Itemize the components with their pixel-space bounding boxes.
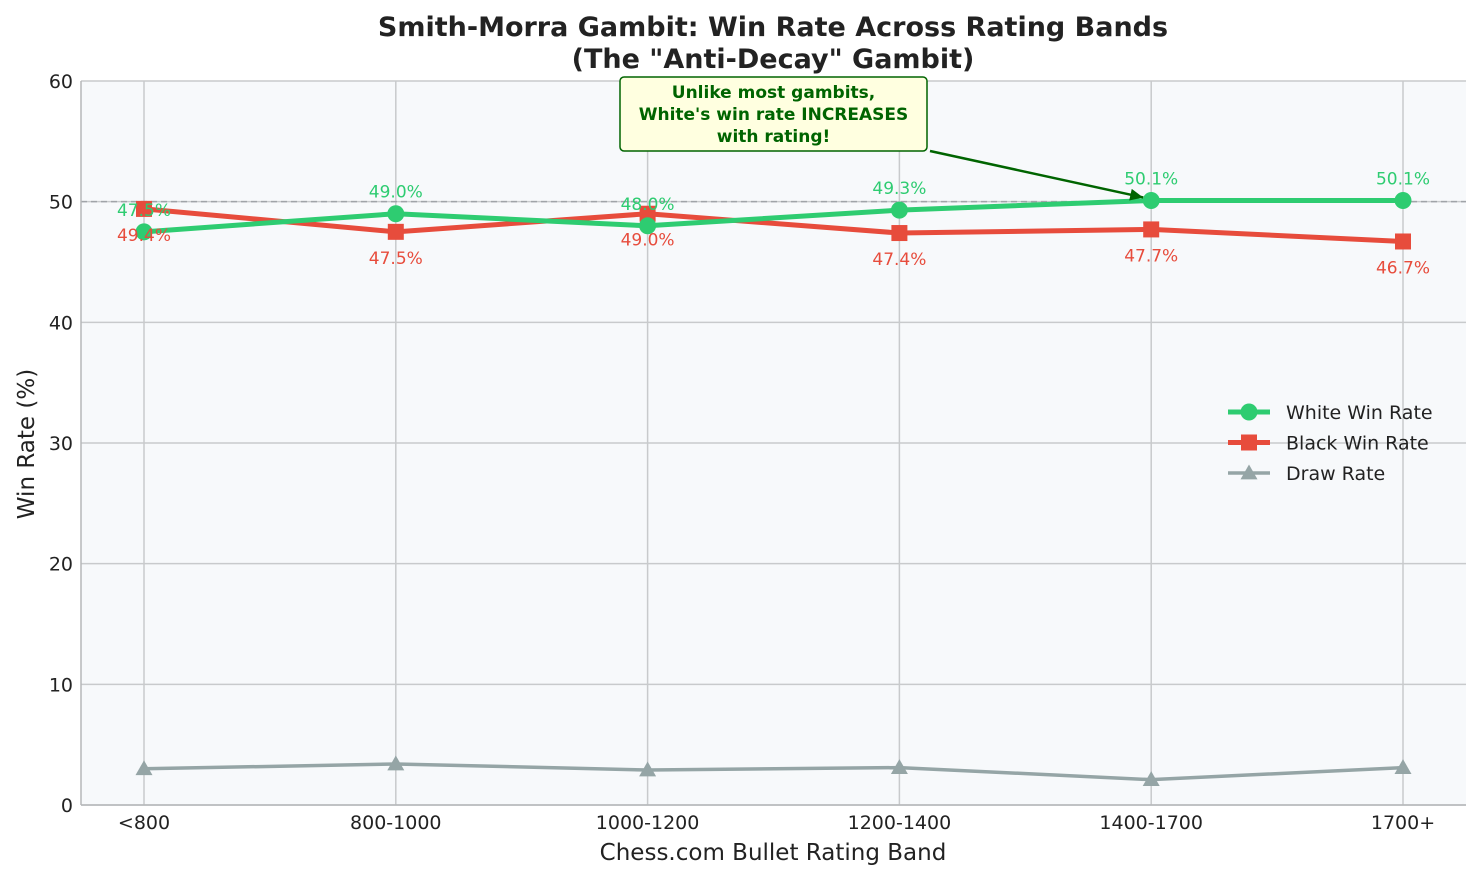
legend: White Win Rate Black Win Rate Draw Rate xyxy=(1228,402,1433,485)
black-data-label: 47.4% xyxy=(872,250,926,270)
data-point-marker xyxy=(387,223,404,240)
black-data-label: 49.0% xyxy=(621,231,675,251)
annotation-box xyxy=(619,76,928,152)
series-white-win-rate xyxy=(135,191,1412,241)
series-draw-rate xyxy=(135,755,1412,787)
data-point-marker xyxy=(890,201,908,219)
annotation: Unlike most gambits,White's win rate INC… xyxy=(619,76,1144,201)
white-data-label: 49.0% xyxy=(369,183,423,203)
data-point-marker xyxy=(387,755,405,771)
legend-label: Black Win Rate xyxy=(1286,433,1429,455)
data-labels: 47.5% 49.0% 48.0% 49.3% 50.1% 50.1% 49.4% 47.5%… xyxy=(117,169,1430,278)
data-point-marker xyxy=(1143,221,1160,238)
legend-swatch-marker xyxy=(1240,464,1258,480)
legend-swatch-marker xyxy=(1240,403,1258,421)
y-tick-label: 0 xyxy=(61,795,73,817)
legend-label: Draw Rate xyxy=(1286,463,1385,485)
data-point-marker xyxy=(1394,759,1412,774)
data-point-marker xyxy=(387,205,405,223)
y-tick-label: 60 xyxy=(49,71,73,93)
black-data-label: 47.5% xyxy=(369,249,423,269)
white-data-label: 47.5% xyxy=(117,201,171,221)
annotation-text-line: with rating! xyxy=(717,127,831,147)
legend-label: White Win Rate xyxy=(1286,402,1433,424)
data-point-marker xyxy=(639,761,657,777)
y-tick-label: 10 xyxy=(49,674,73,696)
x-tick-label: 1700+ xyxy=(1371,812,1435,834)
annotation-text-line: Unlike most gambits, xyxy=(672,83,875,103)
white-data-label: 48.0% xyxy=(621,195,675,215)
data-point-marker xyxy=(1142,771,1160,787)
legend-item: Black Win Rate xyxy=(1228,433,1429,455)
series-black-win-rate xyxy=(136,200,1411,250)
annotation-arrow-line xyxy=(929,149,1144,199)
x-tick-label: 1200-1400 xyxy=(848,812,952,834)
chart-subtitle: (The "Anti-Decay" Gambit) xyxy=(572,44,975,75)
white-data-label: 50.1% xyxy=(1124,169,1178,189)
y-tick-label: 50 xyxy=(49,192,73,214)
x-tick-label: 800-1000 xyxy=(350,812,441,834)
white-data-label: 49.3% xyxy=(872,179,926,199)
series-line xyxy=(143,762,1404,782)
data-point-marker xyxy=(135,760,153,776)
data-point-marker xyxy=(1395,233,1411,250)
data-point-marker xyxy=(639,205,656,222)
x-tick-label: 1000-1200 xyxy=(596,812,700,834)
chart-title: Smith-Morra Gambit: Win Rate Across Rati… xyxy=(378,12,1168,43)
legend-swatch-marker xyxy=(1241,434,1257,451)
annotation-arrow-head xyxy=(1129,188,1144,201)
black-data-label: 47.7% xyxy=(1124,246,1178,266)
legend-item: White Win Rate xyxy=(1228,402,1433,424)
data-point-marker xyxy=(639,217,657,235)
black-data-label: 46.7% xyxy=(1376,258,1430,278)
annotation-text-line: White's win rate INCREASES xyxy=(639,105,909,125)
y-tick-label: 40 xyxy=(49,312,73,334)
y-tick-label: 20 xyxy=(49,554,73,576)
series-line xyxy=(143,206,1404,244)
data-point-marker xyxy=(136,200,152,217)
legend-item: Draw Rate xyxy=(1228,463,1385,485)
series-line xyxy=(143,197,1403,235)
data-point-marker xyxy=(1142,191,1160,209)
data-point-marker xyxy=(890,759,908,774)
x-tick-label: 1400-1700 xyxy=(1099,812,1203,834)
white-data-label: 50.1% xyxy=(1376,169,1430,189)
data-point-marker xyxy=(891,225,908,242)
series-layer xyxy=(135,191,1412,787)
axes: 0 10 20 30 40 50 60 <800 800-1000 1000-1200 1200-1… xyxy=(49,71,1466,834)
x-tick-label: <800 xyxy=(118,812,170,834)
x-axis-label: Chess.com Bullet Rating Band xyxy=(600,840,947,866)
black-data-label: 49.4% xyxy=(117,226,171,246)
data-point-marker xyxy=(135,223,153,241)
y-tick-label: 30 xyxy=(49,433,73,455)
y-axis-label: Win Rate (%) xyxy=(14,369,40,519)
data-point-marker xyxy=(1394,191,1412,209)
